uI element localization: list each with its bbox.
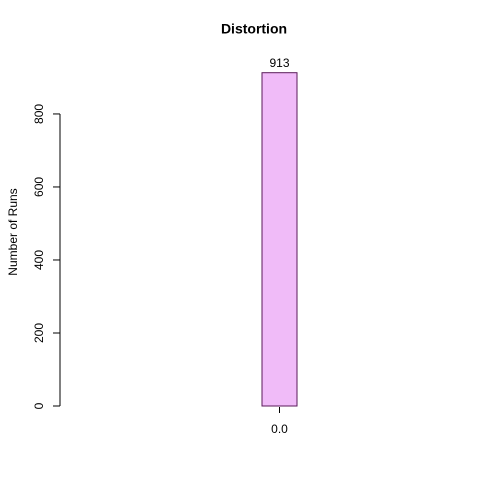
bar (261, 72, 298, 407)
y-axis-label: Number of Runs (6, 188, 20, 275)
value-label: 913 (269, 56, 289, 70)
y-tick-label: 400 (32, 250, 46, 270)
y-tick-label: 800 (32, 104, 46, 124)
chart-title: Distortion (221, 21, 287, 37)
y-tick-label: 200 (32, 323, 46, 343)
y-tick-label: 0 (32, 402, 46, 409)
x-tick-label: 0.0 (271, 422, 288, 436)
y-tick-label: 600 (32, 177, 46, 197)
